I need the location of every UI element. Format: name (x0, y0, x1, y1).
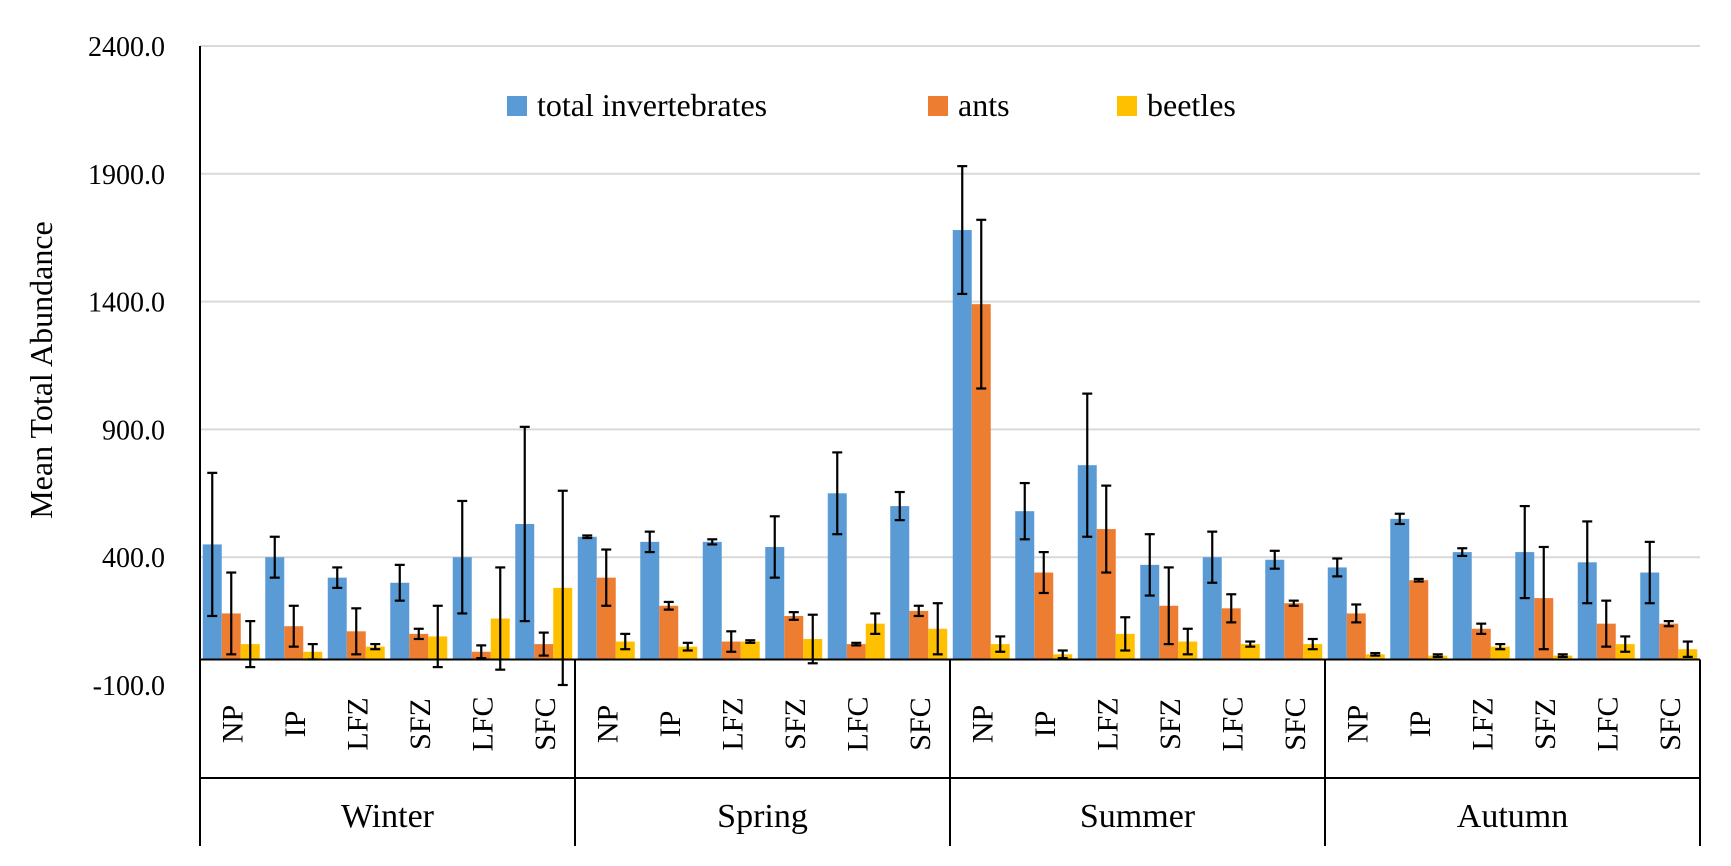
bar-total-invertebrates (265, 557, 285, 660)
bar-ants (909, 610, 929, 660)
legend: total invertebrates ants beetles (507, 87, 1236, 123)
x-tick-label: LFZ (341, 697, 374, 750)
x-tick-label: NP (966, 705, 999, 743)
bar-total-invertebrates (765, 546, 785, 660)
bar-ants (971, 304, 991, 660)
x-tick-label: SFC (529, 697, 562, 750)
bar-total-invertebrates (1015, 511, 1035, 660)
bar-ants (1471, 628, 1491, 660)
bars (202, 230, 1698, 660)
y-tick-label: 1900.0 (88, 160, 165, 191)
bar-beetles (1303, 644, 1323, 660)
bar-ants (659, 605, 679, 660)
legend-swatch-ants (928, 96, 948, 116)
x-tick-label: IP (654, 711, 687, 738)
bar-total-invertebrates (952, 230, 972, 660)
bar-ants (1409, 580, 1429, 660)
bar-total-invertebrates (702, 541, 722, 660)
bar-beetles (1240, 644, 1260, 660)
error-bars (207, 165, 1693, 687)
x-tick-label: LFC (466, 696, 499, 751)
bar-ants (1284, 603, 1304, 660)
x-tick-label: LFC (1591, 696, 1624, 751)
bar-ants (846, 644, 866, 660)
bar-beetles (865, 623, 885, 660)
x-tick-label: IP (279, 711, 312, 738)
x-tick-label: NP (591, 705, 624, 743)
y-tick-label: 900.0 (102, 415, 165, 446)
x-axis-labels: NP IP LFZ SFZ LFC SFC Winter NP IP LFZ SFZ LFC SFC Sp… (216, 696, 1687, 835)
x-tick-label: NP (1341, 705, 1374, 743)
x-tick-label: SFZ (1154, 698, 1187, 750)
legend-swatch-total-invertebrates (507, 96, 527, 116)
x-tick-label: SFC (1654, 697, 1687, 750)
legend-swatch-beetles (1117, 96, 1137, 116)
x-tick-label: LFZ (716, 697, 749, 750)
bar-beetles (1365, 654, 1385, 660)
y-tick-label: 1400.0 (88, 288, 165, 319)
bar-total-invertebrates (1577, 562, 1597, 660)
x-tick-label: SFC (1279, 697, 1312, 750)
bar-ants (1096, 529, 1116, 660)
bar-ants (1034, 572, 1054, 660)
bar-beetles (615, 641, 635, 660)
y-tick-label: 2400.0 (88, 32, 165, 63)
y-tick-label: -100.0 (93, 671, 165, 702)
x-tick-label: LFZ (1466, 697, 1499, 750)
gridlines (200, 45, 1700, 559)
y-axis-title: Mean Total Abundance (23, 221, 59, 519)
bar-ants (1346, 613, 1366, 660)
x-tick-label: NP (216, 705, 249, 743)
legend-label-ants: ants (958, 87, 1010, 123)
bar-total-invertebrates (1452, 552, 1472, 660)
bar-ants (409, 633, 429, 660)
axes (199, 46, 1701, 846)
bar-total-invertebrates (577, 536, 597, 660)
x-tick-label: IP (1404, 711, 1437, 738)
bar-total-invertebrates (1077, 465, 1097, 660)
group-label-autumn: Autumn (1457, 798, 1568, 835)
x-tick-label: SFC (904, 697, 937, 750)
bar-total-invertebrates (1140, 564, 1160, 660)
bar-total-invertebrates (390, 582, 410, 660)
x-tick-label: LFZ (1091, 697, 1124, 750)
x-tick-label: SFZ (779, 698, 812, 750)
group-label-spring: Spring (717, 798, 808, 835)
bar-total-invertebrates (327, 577, 347, 660)
bar-ants (596, 577, 616, 660)
bar-total-invertebrates (1327, 567, 1347, 660)
group-label-winter: Winter (341, 798, 435, 835)
bar-total-invertebrates (890, 506, 910, 660)
x-tick-label: LFC (841, 696, 874, 751)
x-tick-label: IP (1029, 711, 1062, 738)
bar-total-invertebrates (640, 541, 660, 660)
bar-total-invertebrates (1265, 559, 1285, 660)
bar-total-invertebrates (1390, 518, 1410, 660)
legend-label-beetles: beetles (1147, 87, 1236, 123)
bar-total-invertebrates (1640, 572, 1660, 660)
legend-label-total-invertebrates: total invertebrates (537, 87, 767, 123)
bar-total-invertebrates (1515, 552, 1535, 660)
group-label-summer: Summer (1080, 798, 1196, 835)
x-tick-label: SFZ (404, 698, 437, 750)
x-tick-label: LFC (1216, 696, 1249, 751)
y-tick-label: 400.0 (102, 543, 165, 574)
bar-ants (784, 615, 804, 660)
y-axis-ticks: -100.0 400.0 900.0 1400.0 1900.0 2400.0 (88, 32, 165, 702)
bar-ants (1221, 608, 1241, 660)
bar-beetles (740, 641, 760, 660)
bar-ants (1659, 623, 1679, 660)
x-tick-label: SFZ (1529, 698, 1562, 750)
